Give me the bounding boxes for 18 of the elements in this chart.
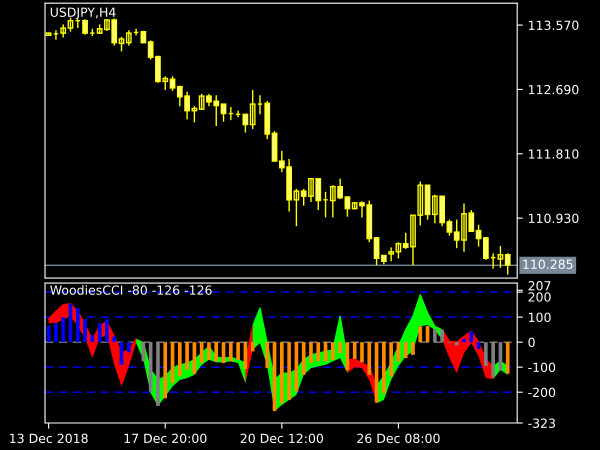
y-tick-label: -323 (528, 418, 555, 428)
y-tick-label: 112.690 (528, 84, 578, 94)
y-tick-label: 0 (528, 338, 535, 348)
chart-title: USDJPY,H4 (50, 7, 116, 20)
y-tick-label: 110.930 (528, 214, 578, 224)
y-tick-label: 111.810 (528, 149, 578, 159)
y-tick-label: 100 (528, 312, 551, 322)
x-tick-label: 13 Dec 2018 (10, 434, 88, 444)
y-tick-label: 207 (528, 281, 550, 291)
ref-line-label: 110.285 (523, 259, 573, 269)
y-tick-label: 200 (528, 292, 551, 302)
x-tick-label: 20 Dec 12:00 (240, 434, 324, 444)
x-tick-label: 26 Dec 08:00 (357, 434, 440, 444)
y-tick-label: -100 (528, 362, 556, 372)
y-tick-label: -200 (528, 388, 556, 398)
y-tick-label: 113.570 (528, 20, 578, 30)
x-tick-label: 17 Dec 20:00 (124, 434, 206, 444)
candlestick (46, 32, 52, 37)
